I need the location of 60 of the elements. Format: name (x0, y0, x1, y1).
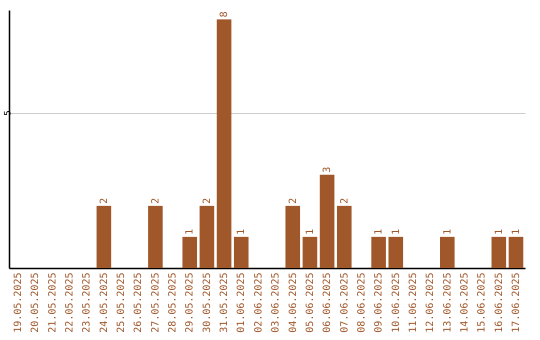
x-tick-label: 01.06.2025 (236, 272, 248, 333)
x-tick-label: 14.06.2025 (459, 272, 470, 333)
bar (336, 206, 352, 268)
x-tick-label: 23.05.2025 (82, 272, 93, 333)
data-label: 2 (150, 198, 162, 204)
data-label: 3 (322, 166, 334, 173)
x-tick-label: 19.05.2025 (13, 272, 24, 333)
bar (302, 236, 318, 268)
x-tick-label: 29.05.2025 (184, 272, 196, 333)
data-label: 1 (184, 228, 196, 235)
x-tick-label: 22.05.2025 (64, 272, 76, 333)
x-tick-label: 21.05.2025 (47, 272, 58, 333)
x-tick-label: 02.06.2025 (253, 272, 264, 333)
bar (182, 236, 198, 268)
x-tick-label: 30.05.2025 (202, 272, 213, 333)
x-tick-label: 24.05.2025 (98, 272, 110, 333)
x-tick-label: 27.05.2025 (150, 272, 162, 333)
data-label: 2 (98, 198, 110, 204)
data-label: 1 (236, 228, 248, 235)
data-label: 1 (304, 228, 316, 235)
data-label: 1 (494, 228, 505, 235)
bar (216, 19, 232, 268)
x-tick-label: 25.05.2025 (116, 272, 128, 333)
bar (320, 174, 334, 268)
x-tick-label: 04.06.2025 (288, 272, 299, 333)
bar (96, 206, 112, 268)
x-tick-label: 05.06.2025 (304, 272, 316, 333)
bar (234, 236, 249, 268)
x-tick-label: 12.06.2025 (425, 272, 436, 333)
data-label: 8 (219, 11, 230, 18)
x-tick-label: 16.06.2025 (494, 272, 505, 333)
bar (285, 206, 300, 268)
bar (508, 236, 524, 268)
data-label: 1 (390, 228, 402, 235)
x-tick-label: 17.06.2025 (510, 272, 522, 333)
bar (371, 236, 386, 268)
bar (440, 236, 455, 268)
x-tick-label: 11.06.2025 (408, 272, 419, 333)
x-tick-label: 13.06.2025 (442, 272, 454, 333)
x-tick-label: 06.06.2025 (322, 272, 334, 333)
data-label: 2 (202, 198, 213, 204)
data-label: 1 (510, 228, 522, 235)
data-label: 1 (442, 228, 454, 235)
bar (148, 206, 163, 268)
data-label: 2 (288, 198, 299, 204)
bar (388, 236, 404, 268)
x-tick-label: 31.05.2025 (219, 272, 230, 333)
data-label: 2 (339, 198, 350, 204)
x-tick-label: 08.06.2025 (356, 272, 368, 333)
x-tick-label: 20.05.2025 (30, 272, 42, 333)
x-tick-label: 28.05.2025 (168, 272, 179, 333)
data-label: 1 (374, 228, 385, 235)
x-tick-label: 26.05.2025 (133, 272, 144, 333)
x-tick-label: 09.06.2025 (374, 272, 385, 333)
bar (492, 236, 506, 268)
x-tick-label: 15.06.2025 (476, 272, 488, 333)
x-tick-label: 07.06.2025 (339, 272, 350, 333)
x-tick-label: 10.06.2025 (390, 272, 402, 333)
x-tick-label: 03.06.2025 (270, 272, 282, 333)
bar (200, 206, 214, 268)
